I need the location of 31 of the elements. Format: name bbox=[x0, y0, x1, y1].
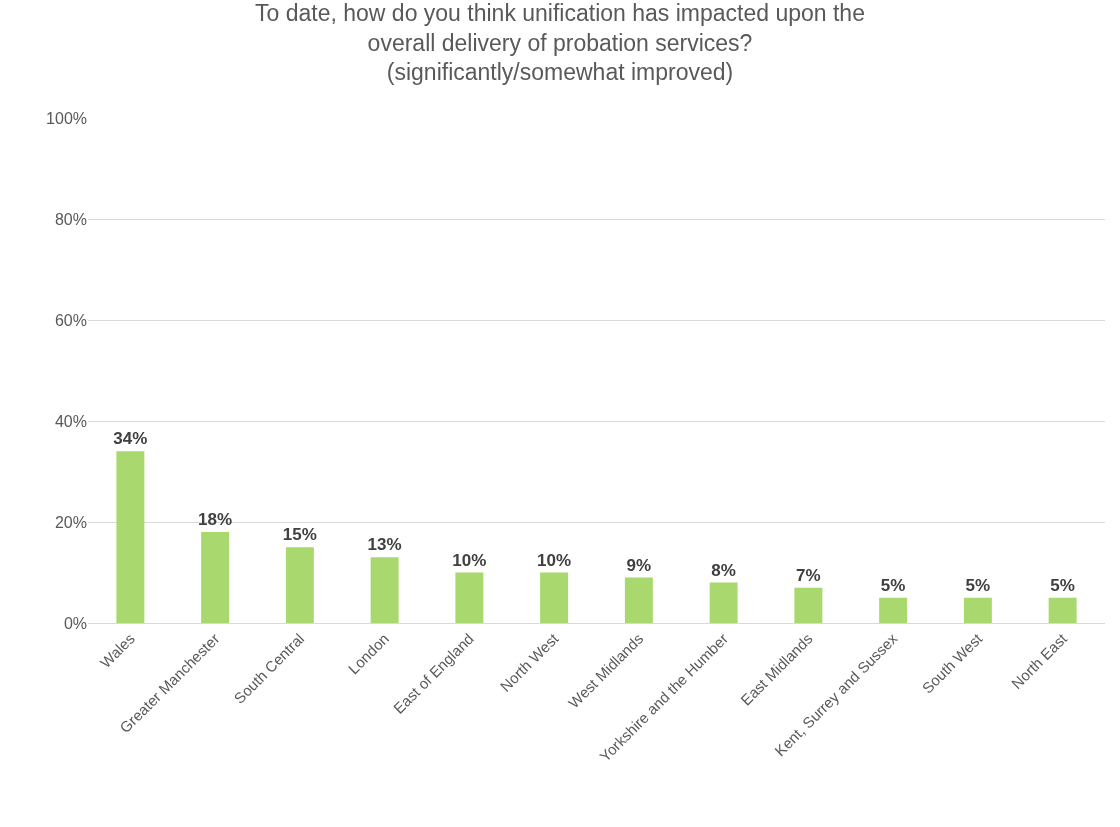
bar bbox=[285, 547, 314, 623]
y-tick-label: 40% bbox=[54, 412, 87, 430]
data-label: 9% bbox=[626, 555, 652, 575]
chart-title: To date, how do you think unification has impacted upon the overall delivery of probation services? (significantly/somewhat improved) bbox=[255, 0, 865, 86]
bar bbox=[201, 532, 230, 623]
data-label: 8% bbox=[711, 560, 736, 580]
bar bbox=[540, 572, 569, 623]
data-label: 13% bbox=[367, 535, 402, 555]
y-tick-label: 0% bbox=[63, 614, 87, 632]
y-tick-label: 60% bbox=[54, 311, 87, 329]
data-label: 34% bbox=[113, 429, 148, 449]
data-label: 18% bbox=[198, 510, 233, 530]
bar bbox=[963, 597, 992, 623]
bar bbox=[370, 557, 399, 623]
bar bbox=[1048, 597, 1077, 623]
bar bbox=[709, 582, 738, 623]
data-label: 5% bbox=[1050, 575, 1075, 595]
y-tick-label: 20% bbox=[54, 513, 87, 531]
data-label: 10% bbox=[452, 550, 487, 570]
data-label: 15% bbox=[282, 525, 317, 545]
bar bbox=[879, 597, 908, 623]
data-label: 7% bbox=[796, 565, 821, 585]
bar bbox=[116, 451, 145, 623]
bar bbox=[624, 577, 653, 623]
y-tick-label: 80% bbox=[54, 210, 87, 228]
data-label: 10% bbox=[537, 550, 572, 570]
bar bbox=[794, 587, 823, 623]
data-label: 5% bbox=[965, 575, 991, 595]
data-label: 5% bbox=[880, 575, 906, 595]
bar bbox=[455, 572, 484, 623]
y-tick-label: 100% bbox=[46, 109, 87, 127]
